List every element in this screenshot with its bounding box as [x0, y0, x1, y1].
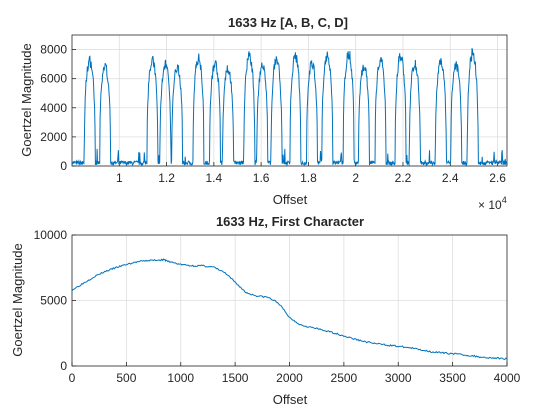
y-tick-label: 8000	[40, 43, 67, 57]
x-tick-label: 2	[352, 171, 359, 185]
x-tick-label: 2.6	[489, 171, 506, 185]
x-tick-label: 2.2	[395, 171, 412, 185]
chart-2-ticks: 0 500 1000 1500 2000 2500 3000 3500 4000 0 5000 100…	[34, 228, 521, 385]
chart-1-x-exponent-power: 4	[502, 195, 507, 205]
x-tick-label: 1.4	[206, 171, 223, 185]
chart-1-ticks: 1 1.2 1.4 1.6 1.8 2 2.2 2.4 2.6 0 2000 4000 6000 8000	[40, 43, 506, 185]
x-tick-label: 2500	[331, 371, 358, 385]
chart-1-series-line	[71, 48, 508, 167]
y-tick-label: 2000	[40, 130, 67, 144]
chart-1: 1633 Hz [A, B, C, D] 1 1.2 1.4 1.6 1.8 2 2.2 2.…	[19, 15, 508, 212]
chart-2-xlabel: Offset	[273, 392, 308, 407]
chart-2-grid	[71, 234, 508, 367]
x-tick-label: 3500	[439, 371, 466, 385]
x-tick-label: 4000	[494, 371, 521, 385]
chart-1-axes-box	[71, 34, 508, 167]
chart-2-series-line	[71, 258, 508, 360]
x-tick-label: 1	[116, 171, 123, 185]
y-tick-label: 6000	[40, 72, 67, 86]
chart-1-x-exponent-base: × 10	[478, 198, 502, 212]
x-tick-label: 2.4	[442, 171, 459, 185]
chart-1-title: 1633 Hz [A, B, C, D]	[228, 15, 348, 30]
y-tick-label: 10000	[34, 228, 68, 242]
chart-2-title: 1633 Hz, First Character	[216, 214, 364, 229]
y-tick-label: 4000	[40, 101, 67, 115]
x-tick-label: 1500	[222, 371, 249, 385]
y-tick-label: 5000	[40, 294, 67, 308]
x-tick-label: 3000	[385, 371, 412, 385]
x-tick-label: 1000	[167, 371, 194, 385]
x-tick-label: 2000	[276, 371, 303, 385]
x-tick-label: 0	[69, 371, 76, 385]
x-tick-label: 1.2	[158, 171, 175, 185]
chart-2-ylabel: Goertzel Magnitude	[10, 243, 25, 356]
chart-1-xlabel: Offset	[273, 192, 308, 207]
y-tick-label: 0	[60, 159, 67, 173]
chart-2: 1633 Hz, First Character 0 500 1000 1500 200…	[10, 214, 521, 407]
chart-1-grid	[72, 35, 507, 167]
y-tick-label: 0	[60, 359, 67, 373]
x-tick-label: 1.6	[253, 171, 270, 185]
chart-1-x-exponent: × 104	[478, 195, 507, 212]
x-tick-label: 500	[116, 371, 136, 385]
x-tick-label: 1.8	[300, 171, 317, 185]
chart-1-ylabel: Goertzel Magnitude	[19, 43, 34, 156]
